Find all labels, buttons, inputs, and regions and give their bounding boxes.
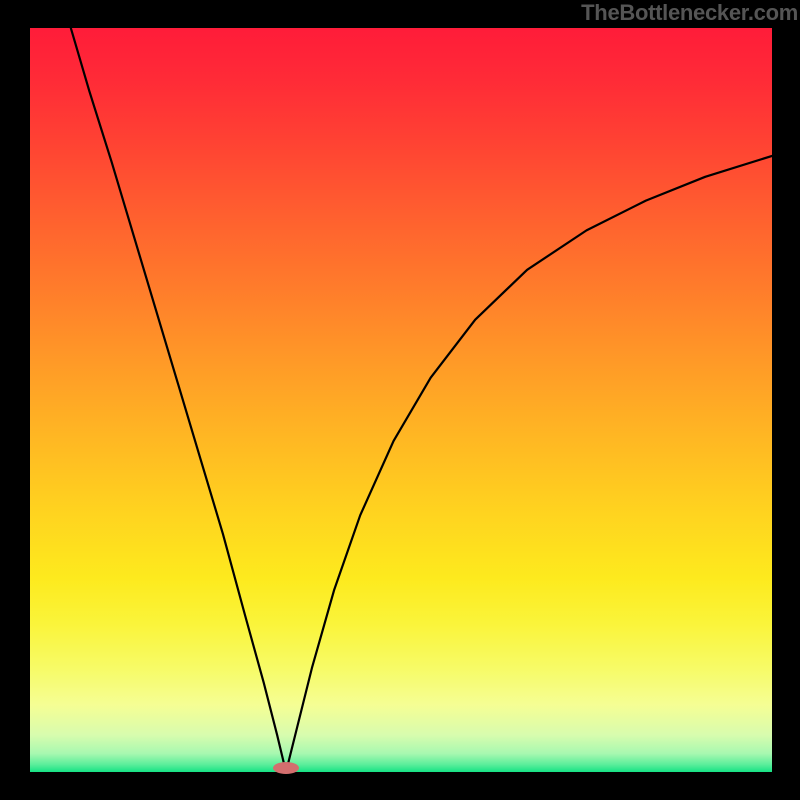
minimum-marker	[273, 762, 299, 774]
bottleneck-curve	[30, 28, 772, 772]
watermark-text: TheBottlenecker.com	[581, 0, 798, 26]
plot-area	[30, 28, 772, 772]
chart-container: TheBottlenecker.com	[0, 0, 800, 800]
